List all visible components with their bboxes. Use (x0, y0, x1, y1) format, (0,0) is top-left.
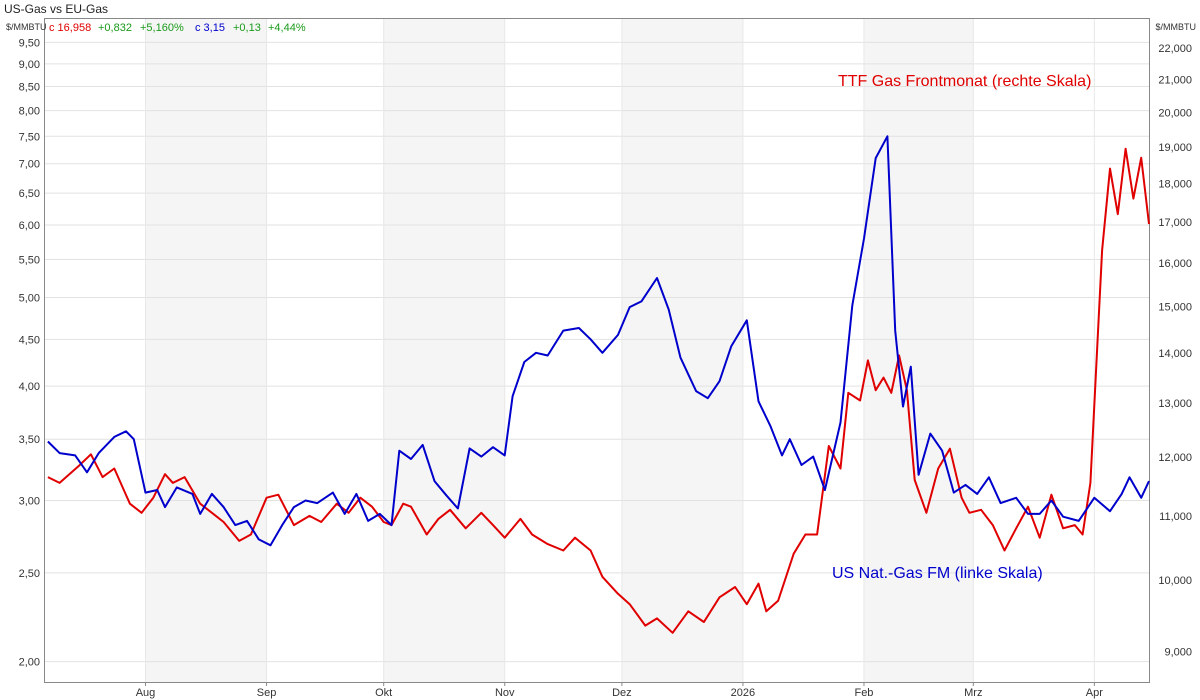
legend-us-change: +0,13 (233, 22, 261, 34)
right-tick-label: 19,000 (1158, 142, 1192, 154)
x-tick-label: Okt (375, 687, 392, 699)
right-tick-label: 10,000 (1158, 575, 1192, 587)
x-axis-ticks: Aug Sep Okt Nov Dez 2026 Feb Mrz Apr (136, 682, 1103, 699)
ttf-gas-line (47, 147, 1150, 634)
right-tick-label: 13,000 (1158, 398, 1192, 410)
plot-frame (44, 18, 1150, 683)
right-tick-label: 17,000 (1158, 217, 1192, 229)
left-tick-label: 4,50 (19, 334, 40, 346)
month-bands (145, 18, 974, 682)
legend-us-change-pct: +4,44% (268, 22, 306, 34)
left-tick-label: 6,50 (19, 188, 40, 200)
us-series-annotation: US Nat.-Gas FM (linke Skala) (832, 565, 1043, 582)
right-tick-label: 14,000 (1158, 348, 1192, 360)
month-band (863, 18, 974, 682)
gridlines (44, 18, 1149, 682)
left-tick-label: 8,00 (19, 106, 40, 118)
legend-ttf-close: c 16,958 (49, 22, 91, 34)
left-tick-label: 9,50 (19, 37, 40, 49)
right-unit-label: $/MMBTU (1156, 22, 1197, 32)
us-natgas-line (47, 135, 1150, 547)
right-tick-label: 20,000 (1158, 107, 1192, 119)
x-tick-label: Dez (612, 687, 632, 699)
right-tick-label: 16,000 (1158, 258, 1192, 270)
left-tick-label: 6,00 (19, 220, 40, 232)
left-tick-label: 7,00 (19, 159, 40, 171)
left-tick-label: 5,00 (19, 292, 40, 304)
left-tick-label: 2,50 (19, 568, 40, 580)
legend-us-close: c 3,15 (195, 22, 225, 34)
right-axis-ticks: 9,000 10,000 11,000 12,000 13,000 14,000 15,00… (1158, 43, 1192, 658)
left-tick-label: 2,00 (19, 657, 40, 669)
right-tick-label: 21,000 (1158, 74, 1192, 86)
legend-ttf-change: +0,832 (98, 22, 132, 34)
month-band (145, 18, 267, 682)
left-tick-label: 3,50 (19, 434, 40, 446)
x-tick-label: 2026 (731, 687, 755, 699)
right-tick-label: 11,000 (1159, 511, 1192, 523)
left-tick-label: 3,00 (19, 495, 40, 507)
legend-ttf-change-pct: +5,160% (140, 22, 184, 34)
right-tick-label: 9,000 (1164, 646, 1192, 658)
legend: c 16,958 +0,832 +5,160% c 3,15 +0,13 +4,… (49, 22, 306, 34)
x-tick-label: Feb (854, 687, 873, 699)
right-tick-label: 22,000 (1158, 43, 1192, 55)
x-tick-label: Sep (257, 687, 277, 699)
left-tick-label: 8,50 (19, 82, 40, 94)
left-unit-label: $/MMBTU (6, 22, 47, 32)
month-band (383, 18, 505, 682)
chart-title: US-Gas vs EU-Gas (4, 2, 108, 16)
ttf-series-annotation: TTF Gas Frontmonat (rechte Skala) (838, 73, 1091, 90)
x-tick-label: Aug (136, 687, 156, 699)
left-tick-label: 5,50 (19, 255, 40, 267)
left-tick-label: 7,50 (19, 131, 40, 143)
x-tick-label: Mrz (964, 687, 982, 699)
right-tick-label: 12,000 (1158, 452, 1192, 464)
right-tick-label: 18,000 (1158, 178, 1192, 190)
month-band (621, 18, 743, 682)
x-tick-label: Apr (1086, 687, 1103, 699)
x-tick-label: Nov (495, 687, 515, 699)
right-tick-label: 15,000 (1158, 302, 1192, 314)
left-tick-label: 9,00 (19, 59, 40, 71)
left-tick-label: 4,00 (19, 381, 40, 393)
left-axis-ticks: 2,00 2,50 3,00 3,50 4,00 4,50 5,00 5,50 6,00 6,50… (19, 37, 40, 668)
series-layer (47, 135, 1150, 634)
